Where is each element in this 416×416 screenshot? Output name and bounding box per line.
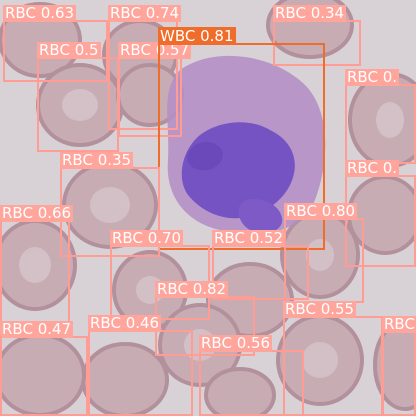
rbc-detection-box: RBC 0.82 (155, 281, 255, 356)
rbc-detection-box: RBC 0. (345, 160, 416, 267)
detection-label: RBC 0.70 (110, 229, 184, 247)
detection-label: RBC 0.80 (284, 202, 358, 220)
wbc-detection-box: WBC 0.81 (158, 27, 325, 250)
rbc-detection-box: RBC 0.47 (0, 321, 88, 416)
rbc-detection-box: RBC 0.57 (118, 42, 192, 137)
detection-label: RBC 0.74 (108, 4, 182, 22)
rbc-detection-box: RBC 0.66 (0, 205, 74, 335)
detection-label: RBC 0. (345, 68, 400, 86)
rbc-detection-box: RBC (382, 316, 416, 416)
detection-label: RBC 0.35 (60, 151, 134, 169)
detection-label: RBC 0.34 (273, 4, 347, 22)
detection-label: RBC 0.47 (0, 320, 74, 338)
detection-label: RBC 0.5 (37, 41, 101, 59)
detection-label: RBC 0.57 (118, 41, 192, 59)
rbc-detection-box: RBC 0.52 (212, 230, 309, 300)
detection-label: RBC 0.82 (155, 280, 229, 298)
detection-label: RBC 0.63 (3, 4, 77, 22)
white-blood-cell (167, 55, 326, 235)
detection-label: RBC 0.66 (0, 204, 74, 222)
rbc-detection-box: RBC 0.46 (88, 315, 193, 416)
rbc-detection-box: RBC 0.56 (199, 335, 304, 416)
detection-label: RBC (382, 315, 416, 333)
detection-label: RBC 0.46 (88, 314, 162, 332)
rbc-detection-box: RBC 0.74 (108, 5, 182, 130)
detection-label: RBC 0.55 (283, 300, 357, 318)
rbc-detection-box: RBC 0.34 (273, 5, 361, 66)
detection-label: RBC 0. (345, 159, 400, 177)
rbc-detection-box: RBC 0.63 (3, 5, 108, 82)
rbc-detection-box: RBC 0. (345, 69, 416, 164)
detection-label: RBC 0.56 (199, 334, 273, 352)
detection-label: WBC 0.81 (158, 27, 236, 45)
rbc-detection-box: RBC 0.5 (37, 42, 119, 152)
detection-label: RBC 0.52 (212, 229, 286, 247)
